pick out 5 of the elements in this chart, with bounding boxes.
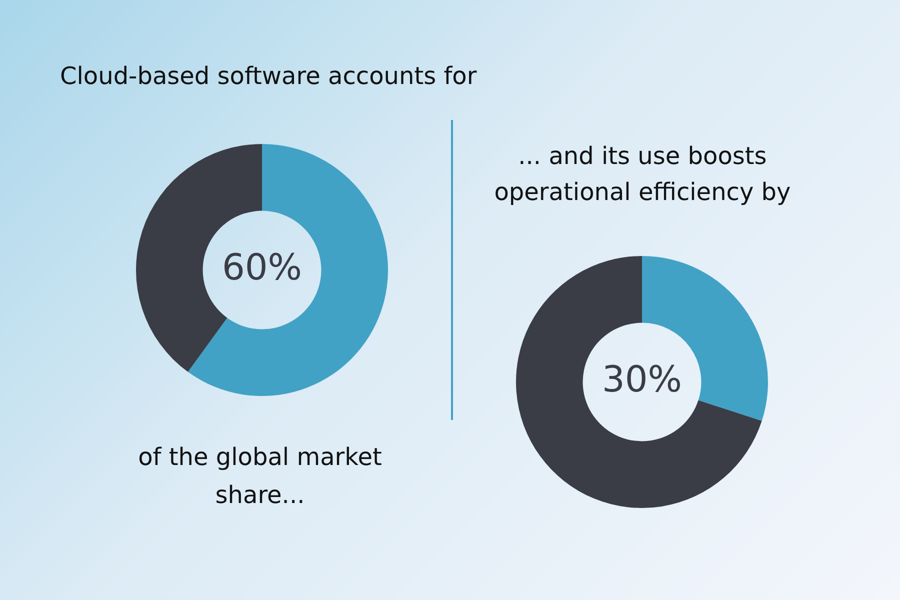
chart-title: Cloud-based software accounts for <box>60 61 478 92</box>
text: of the global market share... <box>137 442 383 511</box>
chart-title: ... and its use boosts operational efficiency by <box>493 141 792 208</box>
data-label: 60% <box>222 247 302 288</box>
data-label: 30% <box>602 359 682 400</box>
